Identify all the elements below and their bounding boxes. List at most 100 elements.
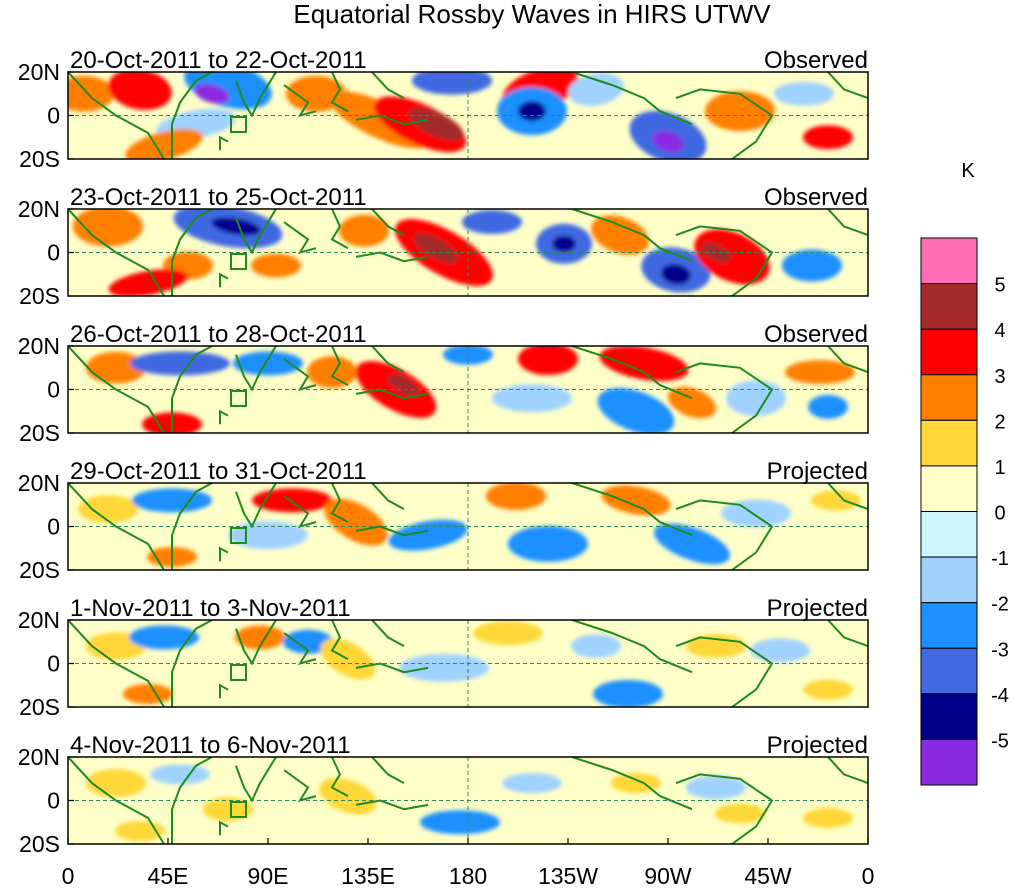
anomaly-contour: [73, 209, 143, 247]
colorbar-label: -4: [991, 685, 1009, 707]
coastline: [827, 346, 868, 374]
coastline: [171, 72, 213, 159]
coastline: [355, 525, 429, 537]
coastline: [371, 209, 405, 236]
panel-date-range: 20-Oct-2011 to 22-Oct-2011: [70, 47, 367, 74]
anomaly-contour: [803, 125, 853, 150]
colorbar-label: -2: [991, 594, 1009, 616]
anomaly-contour: [803, 679, 853, 700]
lon-tick-label: 0: [862, 863, 875, 889]
lat-tick-label: 0: [47, 377, 60, 403]
colorbar-label: -1: [991, 548, 1009, 570]
coastline: [283, 632, 317, 666]
anomaly-contour: [492, 384, 572, 413]
coastline: [68, 346, 165, 433]
anomaly-contour: [399, 653, 489, 682]
colorbar: 5 4 3 2 1 0 -1 -2 -3 -4 -5: [920, 237, 1009, 786]
anomaly-contour: [782, 249, 842, 282]
anomaly-contour: [705, 91, 775, 132]
anomaly-contour: [203, 797, 253, 822]
anomaly-contour: [123, 683, 173, 704]
coastline: [171, 209, 213, 296]
anomaly-contour: [108, 269, 188, 296]
lon-tick-label: 45W: [744, 863, 792, 889]
longitude-axis: 0 45E 90E 135E 180 135W 90W 45W 0: [62, 838, 875, 889]
colorbar-swatch: [920, 419, 978, 467]
lon-tick-label: 90W: [644, 863, 692, 889]
anomaly-contour: [597, 388, 675, 433]
anomaly-contour: [319, 777, 377, 815]
coastline: [219, 135, 229, 151]
colorbar-unit: K: [961, 160, 975, 182]
region-box: [230, 664, 247, 681]
coastline: [283, 358, 317, 392]
anomaly-contour: [571, 634, 621, 659]
colorbar-swatch: [920, 556, 978, 604]
anomaly-contour: [86, 351, 146, 384]
coastline: [68, 483, 165, 570]
coastline: [355, 662, 429, 674]
lat-tick-label: 0: [47, 240, 60, 266]
lon-tick-label: 45E: [148, 863, 189, 889]
anomaly-contour: [125, 128, 203, 159]
anomaly-contour: [593, 679, 663, 707]
lat-tick-label: 20N: [18, 59, 60, 85]
lon-tick-label: 135E: [341, 863, 395, 889]
colorbar-swatch: [920, 465, 978, 512]
lat-tick-label: 20S: [19, 283, 60, 309]
lon-tick-label: 0: [62, 863, 75, 889]
coastline: [371, 483, 405, 510]
anomaly-contour: [235, 625, 285, 650]
map-panel: 20N 0 20S 4-Nov-2011 to 6-Nov-2011 Projected: [18, 732, 869, 857]
coastline: [675, 636, 774, 707]
colorbar-label: 0: [994, 503, 1005, 525]
anomaly-contour: [387, 373, 421, 397]
colorbar-swatch: [920, 374, 978, 421]
anomaly-contour: [108, 72, 172, 110]
anomaly-contour: [251, 253, 301, 278]
anomaly-contour: [486, 483, 546, 511]
anomaly-contour: [233, 351, 303, 376]
coastline: [675, 773, 774, 844]
coastline: [219, 683, 229, 699]
anomaly-contour: [686, 634, 746, 659]
panel-date-range: 4-Nov-2011 to 6-Nov-2011: [70, 732, 351, 759]
anomaly-contour: [599, 346, 689, 381]
anomaly-contour: [388, 519, 468, 551]
map-panel: 20N 0 20S 29-Oct-2011 to 31-Oct-2011 Project…: [18, 458, 869, 583]
panel-date-range: 26-Oct-2011 to 28-Oct-2011: [70, 321, 367, 348]
coastline: [330, 209, 349, 250]
coastline: [68, 620, 165, 707]
anomaly-contour: [408, 107, 464, 141]
anomaly-contour: [307, 356, 357, 389]
anomaly-contour: [508, 525, 588, 562]
coastline: [330, 757, 349, 797]
colorbar-label: 2: [994, 411, 1005, 433]
map-panel: 20N 0 20S 1-Nov-2011 to 3-Nov-2011 Projected: [18, 595, 869, 720]
colorbar-swatch: [920, 647, 978, 695]
region-box: [230, 527, 247, 544]
anomaly-contour: [552, 235, 576, 252]
anomaly-contour: [473, 621, 543, 646]
coastline: [827, 209, 868, 237]
anomaly-field: [86, 346, 855, 433]
anomaly-contour: [115, 820, 165, 841]
anomaly-contour: [420, 810, 500, 835]
colorbar-swatch: [920, 328, 978, 376]
panel-status: Projected: [767, 732, 868, 759]
anomaly-contour: [811, 490, 861, 511]
anomaly-contour: [78, 495, 138, 524]
anomaly-contour: [726, 380, 786, 417]
panel-status: Observed: [764, 47, 868, 74]
anomaly-contour: [774, 81, 834, 106]
anomaly-contour: [339, 214, 389, 247]
coastline: [330, 72, 349, 113]
lat-tick-label: 20S: [19, 694, 60, 720]
panel-status: Observed: [764, 321, 868, 348]
anomaly-contour: [150, 764, 210, 785]
coastline: [827, 483, 868, 511]
panel-stack: 20N 0 20S 20-Oct-2011 to 22-Oct-2011 Observe…: [18, 47, 869, 857]
anomaly-contour: [785, 360, 855, 385]
coastlines: [68, 72, 868, 159]
